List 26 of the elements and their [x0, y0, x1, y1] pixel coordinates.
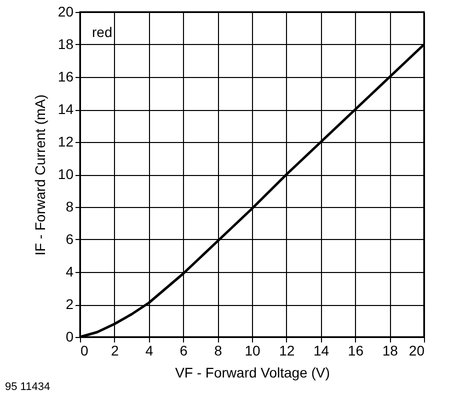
- x-tick-label: 6: [180, 342, 188, 358]
- x-tick-label: 16: [348, 342, 364, 358]
- x-axis-title: VF - Forward Voltage (V): [175, 364, 330, 380]
- x-tick-label: 0: [80, 342, 88, 358]
- y-tick-label: 0: [66, 328, 74, 344]
- y-axis-title: IF - Forward Current (mA): [32, 94, 48, 256]
- y-tick-label: 8: [66, 198, 74, 214]
- y-tick-label: 4: [66, 264, 74, 280]
- x-tick-label: 10: [244, 342, 260, 358]
- x-tick-label: 8: [214, 342, 222, 358]
- x-tick-label: 2: [111, 342, 119, 358]
- y-tick-label: 14: [58, 101, 74, 117]
- x-tick-label: 12: [279, 342, 295, 358]
- y-tick-label: 16: [58, 68, 74, 84]
- annotation: red: [92, 24, 112, 40]
- y-tick-label: 18: [58, 36, 74, 52]
- y-tick-label: 20: [58, 4, 74, 20]
- x-tick-label: 4: [145, 342, 154, 358]
- x-tick-label: 18: [382, 342, 398, 358]
- y-tick-label: 2: [66, 296, 74, 312]
- x-tick-label: 20: [408, 342, 425, 358]
- y-tick-label: 10: [58, 166, 74, 182]
- text: 95 11434: [5, 381, 50, 393]
- y-tick-label: 12: [58, 134, 74, 150]
- y-tick-label: 6: [66, 231, 74, 247]
- x-tick-label: 14: [314, 342, 330, 358]
